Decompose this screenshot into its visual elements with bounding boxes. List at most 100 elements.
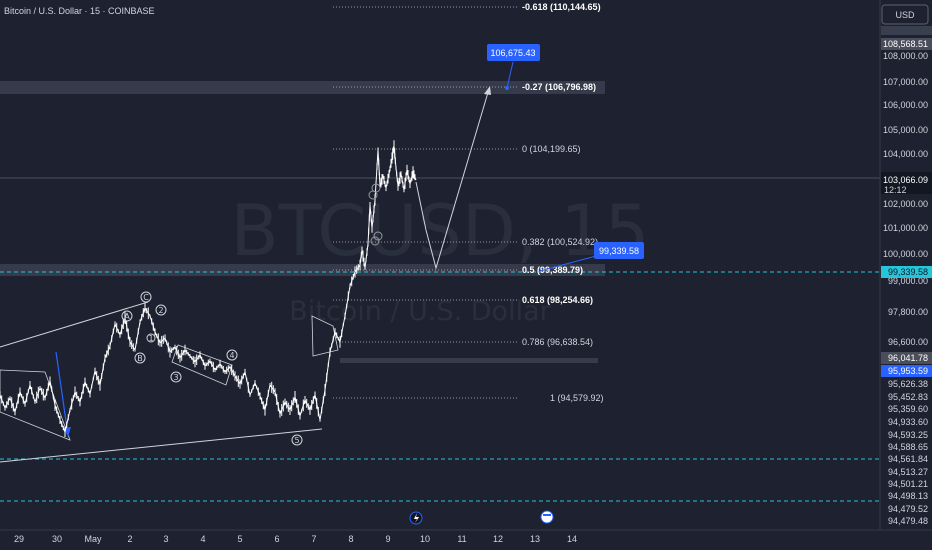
countdown-label: 12:12 (884, 185, 907, 195)
price-tag-11: 94,561.84 (888, 454, 928, 464)
y-tick-106000: 106,000.00 (883, 100, 928, 110)
wave-small-2 (371, 183, 381, 193)
wave-label-C: C (143, 293, 149, 302)
wave-label-B: B (137, 354, 143, 363)
x-tick-2: May (84, 534, 102, 544)
wave-circle-C (140, 291, 152, 303)
price-tag-0: 108,568.51 (883, 39, 928, 49)
fib-label-m027: -0.27 (106,796.98) (522, 82, 596, 92)
wave-labels: C A B 2 1 3 4 5 (121, 183, 383, 446)
fib-label-0382: 0.382 (100,524.92) (522, 237, 598, 247)
y-tick-107000: 107,000.00 (883, 77, 928, 87)
fib-label-05: 0.5 (99,389.79) (522, 265, 583, 275)
x-tick-1: 30 (52, 534, 62, 544)
x-tick-3: 2 (127, 534, 132, 544)
watermark-symbol: BTCUSD, 15 (231, 190, 650, 272)
fib-label-0618: 0.618 (98,254.66) (522, 295, 593, 305)
price-tag-8: 94,933.60 (888, 417, 928, 427)
price-tag-15: 94,479.52 (888, 504, 928, 514)
candles (0, 140, 416, 437)
wave-circle-2 (155, 304, 167, 316)
price-tag-2: 99,339.58 (888, 267, 928, 277)
lightning-glyph (414, 513, 419, 523)
currency-button-label[interactable]: USD (895, 10, 915, 20)
fib-label-0786: 0.786 (96,638.54) (522, 337, 593, 347)
callout-mid-label: 99,339.58 (599, 246, 639, 256)
fib-label-0: 0 (104,199.65) (522, 144, 581, 154)
price-tag-4: 95,953.59 (888, 366, 928, 376)
callout-top-label: 106,675.43 (490, 48, 535, 58)
blue-down-arrow (55, 351, 69, 436)
y-tick-105000: 105,000.00 (883, 125, 928, 135)
fib-levels: -0.618 (110,144.65) -0.27 (106,796.98) 0… (333, 2, 604, 403)
wave-small-3 (370, 236, 380, 246)
price-tag-7: 95,359.60 (888, 404, 928, 414)
price-tag-16: 94,479.48 (888, 516, 928, 526)
callout-anchor-top (505, 86, 509, 90)
wave-circle-3 (170, 371, 182, 383)
x-tick-0: 29 (14, 534, 24, 544)
watermark-description: Bitcoin / U.S. Dollar (289, 296, 551, 327)
y-tick-102000: 102,000.00 (883, 199, 928, 209)
price-scale[interactable] (880, 0, 932, 530)
x-tick-5: 4 (200, 534, 205, 544)
x-tick-11: 10 (420, 534, 430, 544)
early-wedge (0, 369, 71, 441)
wave-small-4 (373, 231, 383, 241)
price-tag-14: 94,498.13 (888, 491, 928, 501)
wave-label-2: 2 (158, 306, 163, 315)
price-tag-12: 94,513.27 (888, 467, 928, 477)
x-tick-9: 8 (348, 534, 353, 544)
y-tick-97800: 97,800.00 (888, 307, 928, 317)
retrace-zone (0, 264, 605, 276)
projection-arrow-head (484, 86, 491, 95)
price-tag-10: 94,588.65 (888, 442, 928, 452)
x-tick-6: 5 (237, 534, 242, 544)
price-line (0, 145, 417, 434)
wave-label-4: 4 (229, 351, 234, 360)
y-tick-101000: 101,000.00 (883, 223, 928, 233)
callout-mid-box (594, 242, 644, 259)
wave-label-3: 3 (173, 373, 178, 382)
price-tag-bg-4 (881, 365, 932, 377)
x-tick-7: 6 (274, 534, 279, 544)
price-tag-9: 94,593.25 (888, 430, 928, 440)
wave-label-5: 5 (294, 436, 299, 445)
wave-circle-A (121, 310, 133, 322)
y-tick-99000: 99,000.00 (888, 276, 928, 286)
flag-box (311, 315, 339, 357)
target-zone (0, 81, 605, 94)
support-zone (340, 358, 598, 363)
y-tick-104000: 104,000.00 (883, 149, 928, 159)
wave-label-1: 1 (148, 334, 153, 343)
flag-glyph (543, 514, 551, 516)
channel-lower-line (0, 428, 323, 463)
price-tag-6: 95,452.83 (888, 392, 928, 402)
channel-upper-line (0, 301, 149, 348)
price-scale-ticks: 108,000.00 107,000.00 106,000.00 105,000… (883, 51, 928, 347)
time-axis[interactable]: 29 30 May 2 3 4 5 6 7 8 9 10 11 12 13 14 (14, 534, 577, 544)
symbol-title[interactable]: Bitcoin / U.S. Dollar · 15 · COINBASE (4, 6, 155, 16)
x-tick-13: 12 (493, 534, 503, 544)
y-tick-100000: 100,000.00 (883, 249, 928, 259)
price-tag-3: 96,041.78 (888, 353, 928, 363)
flag-event-icon[interactable] (540, 510, 554, 524)
callout-top-box (487, 44, 540, 61)
x-tick-8: 7 (311, 534, 316, 544)
x-tick-4: 3 (163, 534, 168, 544)
y-tick-96600: 96,600.00 (888, 337, 928, 347)
x-tick-10: 9 (385, 534, 390, 544)
wave-label-A: A (124, 312, 130, 321)
price-tag-1: 103,066.09 (883, 175, 928, 185)
fib-label-1: 1 (94,579.92) (550, 393, 604, 403)
price-tag-bg-1 (881, 172, 932, 194)
wave-4-channel (171, 344, 233, 386)
callout-pointer-top (506, 61, 514, 89)
currency-button[interactable] (881, 4, 929, 25)
price-tag-bg-0 (881, 38, 932, 50)
x-tick-14: 13 (530, 534, 540, 544)
price-tag-5: 95,626.38 (888, 379, 928, 389)
